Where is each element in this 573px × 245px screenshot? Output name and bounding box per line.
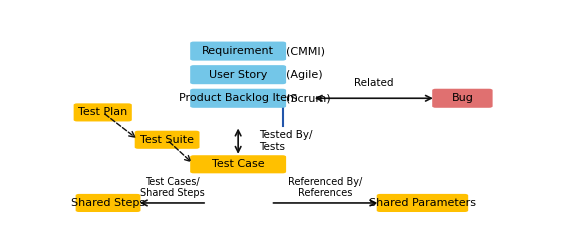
- Text: (CMMI): (CMMI): [286, 46, 325, 56]
- FancyBboxPatch shape: [190, 155, 286, 173]
- Text: Test Suite: Test Suite: [140, 135, 194, 145]
- Text: (Agile): (Agile): [286, 70, 323, 80]
- FancyBboxPatch shape: [76, 194, 140, 212]
- FancyBboxPatch shape: [432, 89, 493, 108]
- Text: Bug: Bug: [452, 93, 473, 103]
- Text: Product Backlog Item: Product Backlog Item: [179, 93, 297, 103]
- Text: (Scrum): (Scrum): [286, 93, 331, 103]
- Text: Shared Parameters: Shared Parameters: [369, 198, 476, 208]
- Text: Test Cases/
Shared Steps: Test Cases/ Shared Steps: [140, 177, 205, 198]
- FancyBboxPatch shape: [135, 131, 199, 149]
- FancyBboxPatch shape: [190, 89, 286, 108]
- Text: Test Plan: Test Plan: [78, 107, 127, 117]
- FancyBboxPatch shape: [190, 42, 286, 61]
- Text: Test Case: Test Case: [212, 159, 265, 169]
- Text: Related: Related: [354, 78, 394, 88]
- Text: Requirement: Requirement: [202, 46, 274, 56]
- Text: Tested By/
Tests: Tested By/ Tests: [260, 130, 313, 152]
- Text: User Story: User Story: [209, 70, 268, 80]
- Text: Shared Steps: Shared Steps: [71, 198, 145, 208]
- Text: Referenced By/
References: Referenced By/ References: [288, 177, 363, 198]
- FancyBboxPatch shape: [73, 103, 132, 122]
- FancyBboxPatch shape: [376, 194, 468, 212]
- FancyBboxPatch shape: [190, 65, 286, 84]
